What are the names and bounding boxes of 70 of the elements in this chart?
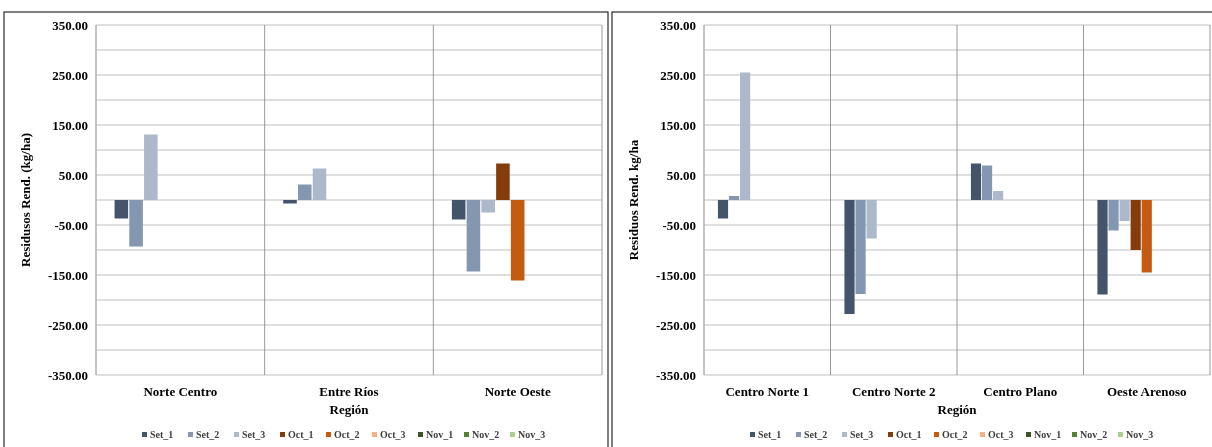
legend-label: Set_3 [850,429,874,440]
y-tick-label: -150.00 [47,267,88,283]
y-tick-label: 350.00 [660,17,696,33]
bar [855,200,866,294]
y-tick-label: 50.00 [666,167,696,183]
bar [717,200,729,219]
y-tick-label: -350.00 [655,367,696,383]
legend-label: Nov_2 [1080,429,1108,440]
x-tick-label: Centro Norte 2 [851,384,936,399]
bar [481,200,495,213]
bar [1119,200,1130,221]
bar [740,72,751,200]
x-tick-label: Norte Oeste [484,384,551,399]
legend-label: Set_2 [196,429,220,440]
bar [114,200,129,219]
bar [451,200,466,220]
legend-label: Oct_1 [288,429,314,440]
legend-label: Nov_1 [426,429,454,440]
x-tick-label: Entre Ríos [319,384,379,399]
bar [1130,200,1141,250]
x-tick-label: Centro Plano [983,384,1058,399]
y-tick-label: -250.00 [47,317,88,333]
bar [970,163,982,200]
bar [312,168,327,200]
y-axis-title: Residuos Rend. kg/ha [626,139,641,261]
bar [297,184,312,200]
legend-label: Nov_1 [1034,429,1062,440]
legend-label: Nov_3 [1126,429,1154,440]
x-tick-label: Centro Norte 1 [725,384,810,399]
bar [144,134,158,200]
bar [844,200,855,314]
bar [510,200,525,281]
y-tick-label: 250.00 [52,67,88,83]
y-tick-label: -50.00 [54,217,88,233]
y-tick-label: 350.00 [52,17,88,33]
x-axis-title: Región [937,402,978,417]
bar [1097,200,1108,295]
legend-label: Set_1 [758,429,782,440]
y-tick-label: 150.00 [660,117,696,133]
legend-label: Nov_2 [472,429,500,440]
legend-label: Oct_3 [380,429,406,440]
y-tick-label: -150.00 [655,267,696,283]
y-tick-label: -250.00 [655,317,696,333]
bar [466,200,481,272]
y-tick-label: 50.00 [58,167,88,183]
legend-label: Set_2 [804,429,828,440]
bar [993,191,1004,200]
bar [283,200,297,204]
bar [129,200,143,247]
bar [1108,200,1119,231]
bar [728,196,740,200]
legend-label: Oct_2 [334,429,360,440]
bar [496,163,510,200]
y-tick-label: 250.00 [660,67,696,83]
bar [866,200,877,239]
y-tick-label: -350.00 [47,367,88,383]
y-axis-title: Residusos Rend. (kg/ha) [18,132,33,268]
bar [981,165,993,200]
x-axis-title: Región [329,402,370,417]
y-tick-label: 150.00 [52,117,88,133]
legend-label: Oct_1 [896,429,922,440]
bar [1141,200,1152,273]
x-tick-label: Oeste Arenoso [1106,384,1187,399]
x-tick-label: Norte Centro [143,384,218,399]
legend-label: Set_1 [150,429,174,440]
legend-label: Nov_3 [518,429,546,440]
legend-label: Oct_2 [942,429,968,440]
legend-label: Oct_3 [988,429,1014,440]
legend-label: Set_3 [242,429,266,440]
y-tick-label: -50.00 [662,217,696,233]
